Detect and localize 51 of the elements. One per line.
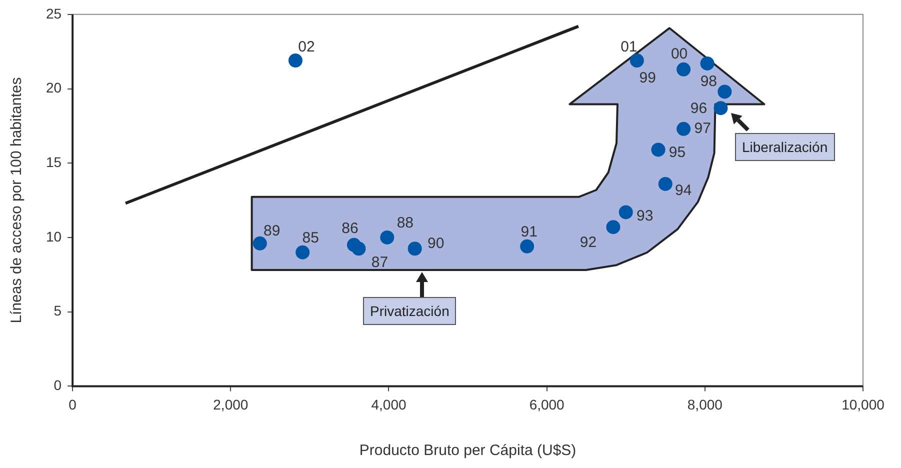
point: [408, 242, 422, 256]
annotation: 99: [639, 70, 656, 87]
annotation: 91: [520, 224, 538, 241]
annotation: 88: [396, 214, 414, 232]
annotation: 92: [580, 234, 597, 252]
x-tick-label: 6,000: [529, 396, 565, 412]
y-axis-title: Líneas de acceso por 100 habitantes: [8, 77, 26, 324]
point: [296, 245, 310, 260]
y-tick-label: 15: [46, 154, 62, 170]
point: [714, 101, 728, 116]
point: [630, 54, 644, 68]
annotation: Liberalización: [735, 133, 835, 161]
annotation: Privatización: [363, 297, 456, 325]
annotation: 87: [371, 254, 388, 271]
y-tick-label: 5: [54, 302, 62, 319]
annotation: 00: [670, 46, 688, 63]
point: [676, 122, 691, 136]
y-tick-label: 10: [46, 228, 62, 244]
y-tick-label: 20: [46, 80, 62, 96]
y-tick-label: 25: [46, 5, 62, 22]
annotation: 90: [427, 234, 444, 252]
point: [380, 230, 394, 244]
annotation: 96: [690, 100, 708, 118]
annotation: 98: [700, 72, 718, 90]
x-tick-label: 10,000: [842, 396, 885, 412]
x-tick-label: 4,000: [371, 396, 406, 412]
annotation: 95: [668, 144, 686, 161]
annotation: 86: [342, 220, 358, 238]
annotation: 01: [620, 38, 638, 56]
x-tick-label: 2,000: [213, 396, 248, 412]
annotation: 93: [636, 207, 654, 224]
annotation: 97: [694, 120, 711, 138]
point: [606, 220, 620, 234]
x-tick-label: 0: [68, 396, 77, 412]
point: [658, 176, 672, 191]
point: [520, 239, 534, 254]
y-tick-label: 0: [54, 377, 62, 394]
x-tick-label: 8,000: [687, 396, 723, 412]
point: [288, 54, 302, 68]
point: [651, 142, 666, 157]
point: [718, 84, 732, 99]
annotation: 85: [302, 229, 319, 246]
annotation: 02: [298, 38, 315, 56]
annotation: 89: [264, 222, 280, 240]
annotation: 94: [675, 182, 692, 200]
point: [352, 242, 366, 256]
point: [700, 56, 714, 70]
x-axis-title: Producto Bruto per Cápita (U$S): [359, 442, 576, 460]
point: [618, 205, 633, 220]
point: [676, 62, 691, 76]
point: [252, 236, 267, 250]
